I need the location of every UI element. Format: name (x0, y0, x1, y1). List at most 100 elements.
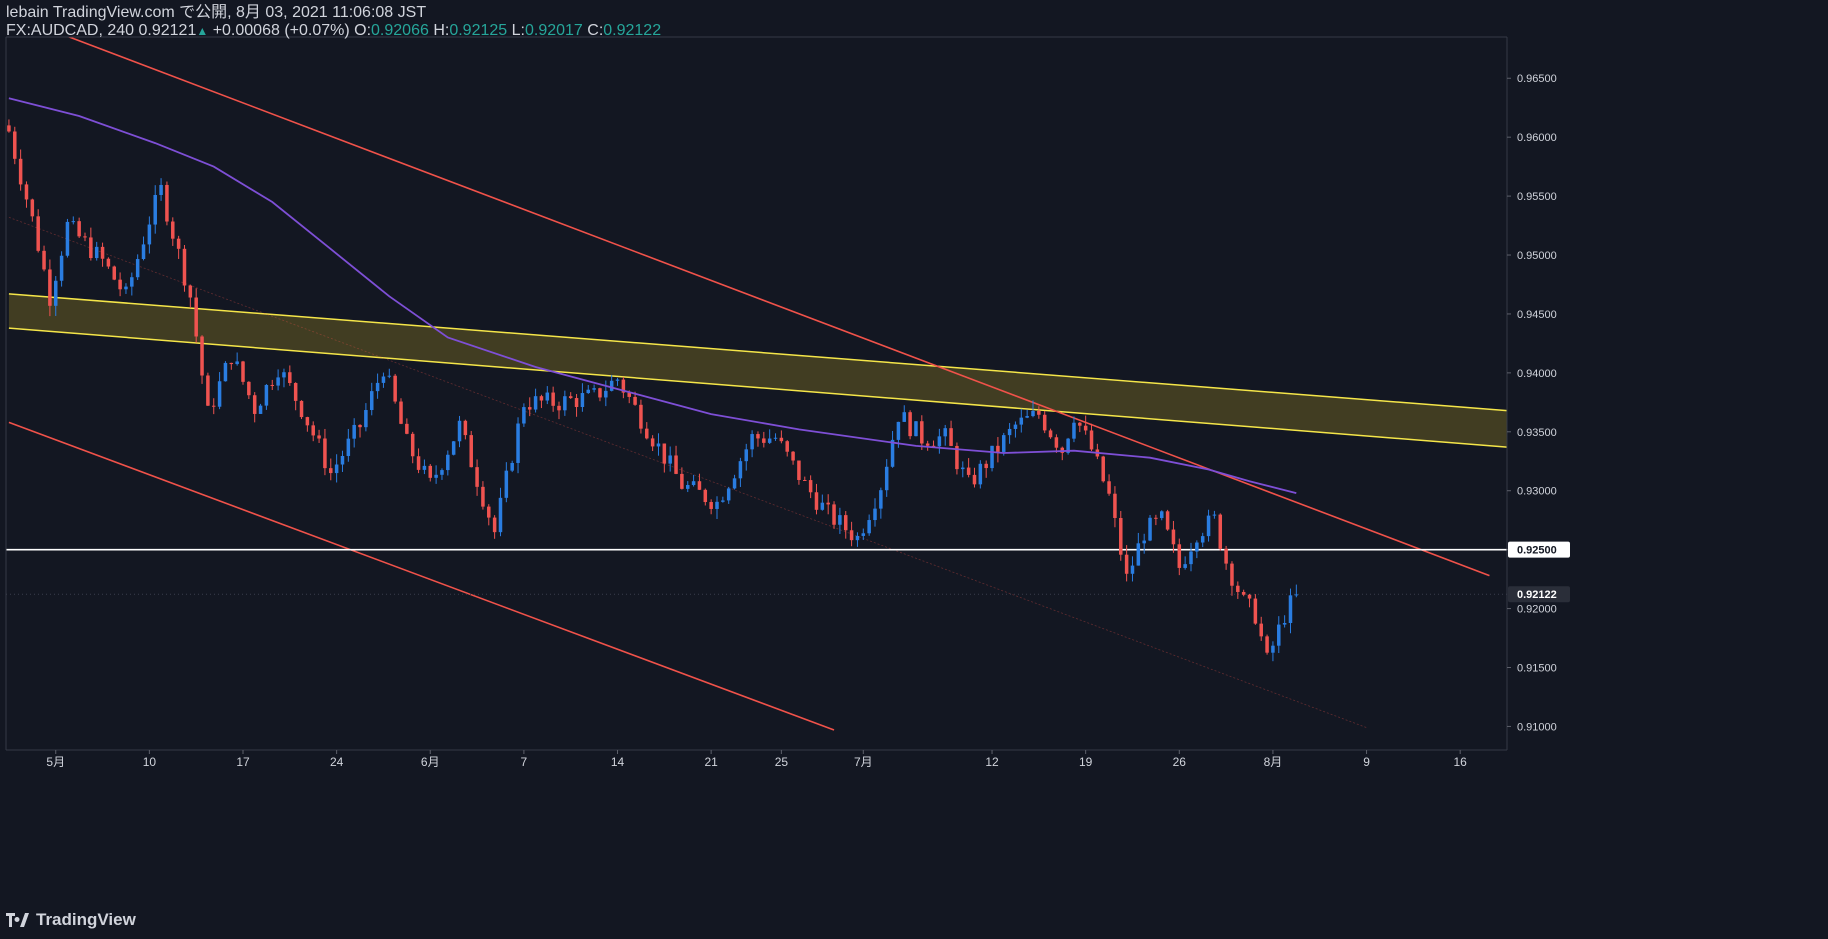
candle (750, 434, 754, 450)
candle (165, 184, 169, 222)
candle (36, 216, 40, 251)
candle (697, 481, 702, 490)
candle (808, 480, 813, 493)
mid-channel-line (8, 216, 1367, 728)
price-tick-label: 0.93000 (1517, 486, 1557, 498)
candle (1259, 623, 1263, 637)
candle (551, 392, 555, 406)
candle (890, 439, 895, 467)
candle (1183, 564, 1187, 568)
candle (71, 221, 76, 223)
candle (703, 489, 708, 503)
candle (873, 508, 877, 521)
publish-line: lebain TradingView.com で公開, 8月 03, 2021 … (6, 4, 427, 21)
candle (1083, 425, 1088, 431)
candle (592, 388, 596, 390)
time-tick-label: 16 (1454, 755, 1468, 769)
zone-lower-line (8, 327, 1507, 448)
candle (229, 362, 234, 365)
candle (53, 280, 58, 306)
candle (685, 485, 690, 489)
candle (1078, 422, 1082, 426)
candle (820, 502, 825, 510)
candle (884, 466, 889, 491)
candle (375, 382, 380, 392)
candle (235, 361, 239, 365)
candle (738, 461, 743, 479)
time-tick-label: 21 (704, 755, 718, 769)
candle (176, 238, 181, 249)
candle (1019, 417, 1024, 425)
candle (721, 500, 725, 502)
candle (410, 433, 415, 457)
candle (615, 379, 620, 381)
candle (1101, 456, 1105, 482)
candle (779, 437, 784, 442)
candle (311, 425, 315, 436)
price-tick-label: 0.94500 (1517, 309, 1557, 321)
candle (1171, 529, 1176, 545)
candle (914, 421, 918, 437)
price-tick-label: 0.94000 (1517, 368, 1557, 380)
trendline-layer (6, 37, 1507, 731)
tradingview-logo[interactable]: TradingView (6, 910, 136, 930)
candle (767, 438, 772, 443)
candle (586, 389, 591, 394)
candle (346, 438, 351, 456)
candle (943, 428, 947, 437)
candle (961, 467, 965, 470)
time-tick-label: 26 (1173, 755, 1187, 769)
high-value: 0.92125 (449, 22, 508, 39)
candle (405, 423, 409, 434)
candle (1224, 548, 1228, 564)
time-tick-label: 7月 (854, 755, 873, 769)
candle (645, 428, 649, 439)
candle (814, 492, 819, 510)
candle (171, 221, 175, 239)
candle (329, 468, 333, 474)
moving-average-layer (8, 97, 1297, 494)
time-tick-label: 19 (1079, 755, 1093, 769)
candle (1037, 410, 1041, 415)
candle (1277, 624, 1281, 646)
candle (317, 435, 321, 439)
moving-average-line (8, 97, 1297, 494)
time-tick-label: 17 (236, 755, 250, 769)
candle (83, 236, 87, 238)
candle (557, 405, 561, 411)
candle (305, 417, 310, 426)
candle (715, 501, 719, 509)
candle (252, 395, 257, 414)
candle (293, 383, 298, 401)
candle (1230, 563, 1234, 586)
candle (1048, 430, 1053, 438)
candle (451, 441, 456, 455)
candle (791, 451, 795, 461)
candle (504, 470, 509, 498)
ohlc-legend[interactable]: FX:AUDCAD, 240 0.92121▲ +0.00068 (+0.07%… (6, 22, 661, 40)
symbol-label[interactable]: FX:AUDCAD, 240 (6, 22, 135, 39)
candle (358, 424, 362, 428)
candle (428, 465, 433, 478)
candle (188, 285, 193, 298)
candle (1072, 422, 1076, 439)
candle (574, 398, 579, 407)
candle (141, 244, 146, 260)
candle (855, 535, 860, 541)
tradingview-icon (6, 913, 29, 927)
candle (1253, 598, 1258, 624)
candle (680, 473, 684, 489)
candle (381, 376, 386, 383)
time-tick-label: 25 (775, 755, 789, 769)
candle (1154, 517, 1158, 519)
candle (1294, 594, 1299, 596)
candle (416, 456, 421, 470)
candle (533, 396, 538, 410)
candle (352, 424, 356, 439)
candle (463, 420, 468, 436)
candle (106, 258, 111, 267)
candle (1271, 645, 1275, 653)
candle (756, 434, 760, 439)
